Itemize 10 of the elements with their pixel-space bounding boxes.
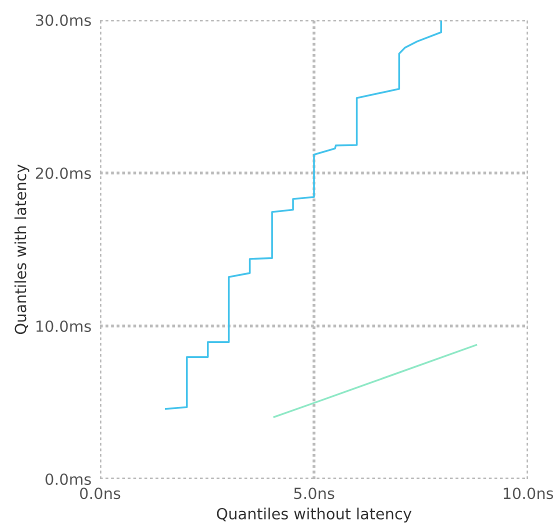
y-tick-label: 30.0ms: [36, 14, 91, 26]
y-tick-label: 0.0ms: [46, 473, 91, 486]
line-series: [165, 20, 442, 410]
x-tick-label: 5.0ns: [294, 488, 334, 500]
y-tick-label: 10.0ms: [36, 320, 91, 332]
x-tick-label: 10.0ns: [504, 488, 553, 500]
x-tick-label: 0.0ns: [80, 488, 120, 500]
y-tick-label: 20.0ms: [36, 167, 91, 180]
x-axis-title: Quantiles without latency: [216, 508, 412, 522]
y-axis-title: Quantiles with latency: [14, 164, 30, 334]
